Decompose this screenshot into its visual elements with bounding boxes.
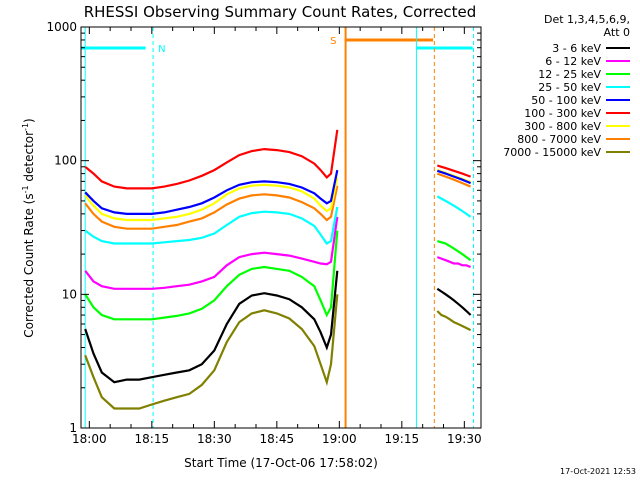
y-axis-label-mid: detector <box>22 131 36 186</box>
x-axis-ticks: 18:00 18:15 18:30 18:45 19:00 19:15 19:30 <box>72 27 482 446</box>
legend-label: 50 - 100 keV <box>531 94 601 107</box>
series-tail-3-6-keV <box>436 287 472 316</box>
saa-flag-label: S <box>330 36 336 47</box>
series-line-3-6-keV <box>84 270 339 384</box>
x-tick-label: 19:00 <box>322 432 357 446</box>
series-line-800-7000-keV <box>84 185 339 230</box>
chart-title: RHESSI Observing Summary Count Rates, Co… <box>84 3 477 21</box>
series-layer <box>84 129 472 410</box>
legend-label: 800 - 7000 keV <box>517 133 601 146</box>
series-line-7000-15000-keV <box>84 294 339 410</box>
y-axis-label-main: Corrected Count Rate (s <box>22 193 36 337</box>
series-line-12-25-keV <box>84 230 339 321</box>
series-line-50-100-keV <box>84 169 339 215</box>
night-flag-label: N <box>158 44 165 55</box>
x-axis-label: Start Time (17-Oct-06 17:58:02) <box>184 456 378 470</box>
series-line-300-800-keV <box>84 177 339 222</box>
legend-header-line1: Det 1,3,4,5,6,9, <box>544 13 630 26</box>
x-tick-label: 19:30 <box>447 432 482 446</box>
series-group <box>84 129 472 410</box>
legend-label: 6 - 12 keV <box>545 55 601 68</box>
series-line-100-300-keV <box>84 129 339 190</box>
footer-timestamp: 17-Oct-2021 12:53 <box>560 467 636 476</box>
legend-header-line2: Att 0 <box>604 26 630 39</box>
y-axis-label-sup1: -1 <box>21 185 30 193</box>
y-axis-label-end: ) <box>22 118 36 123</box>
legend-label: 7000 - 15000 keV <box>503 146 601 159</box>
y-axis-label: Corrected Count Rate (s-1 detector-1) <box>21 118 36 337</box>
legend-label: 25 - 50 keV <box>538 81 601 94</box>
x-tick-label: 18:30 <box>197 432 232 446</box>
flag-bars: NS <box>81 27 474 428</box>
series-tail-6-12-keV <box>436 256 472 269</box>
y-axis-label-sup2: -1 <box>21 123 30 131</box>
series-tail-50-100-keV <box>436 169 472 185</box>
legend-label: 12 - 25 keV <box>538 68 601 81</box>
legend-label: 3 - 6 keV <box>552 42 601 55</box>
y-tick-label: 1 <box>69 421 77 435</box>
x-tick-label: 18:00 <box>72 432 107 446</box>
x-tick-label: 18:15 <box>135 432 170 446</box>
legend-label: 300 - 800 keV <box>524 120 601 133</box>
series-tail-100-300-keV <box>436 164 471 178</box>
series-tail-7000-15000-keV <box>436 310 472 332</box>
series-tail-25-50-keV <box>436 195 472 218</box>
x-tick-label: 18:45 <box>260 432 295 446</box>
legend-label: 100 - 300 keV <box>524 107 601 120</box>
y-tick-label: 1000 <box>46 20 77 34</box>
y-axis-ticks: 1 10 100 1000 <box>46 20 481 435</box>
series-tail-12-25-keV <box>436 240 472 262</box>
series-tail-800-7000-keV <box>436 172 472 188</box>
series-line-6-12-keV <box>84 216 339 290</box>
y-tick-label: 10 <box>62 287 77 301</box>
series-line-25-50-keV <box>84 206 339 245</box>
y-tick-label: 100 <box>54 154 77 168</box>
x-tick-label: 19:15 <box>385 432 420 446</box>
plot-frame <box>80 26 482 429</box>
